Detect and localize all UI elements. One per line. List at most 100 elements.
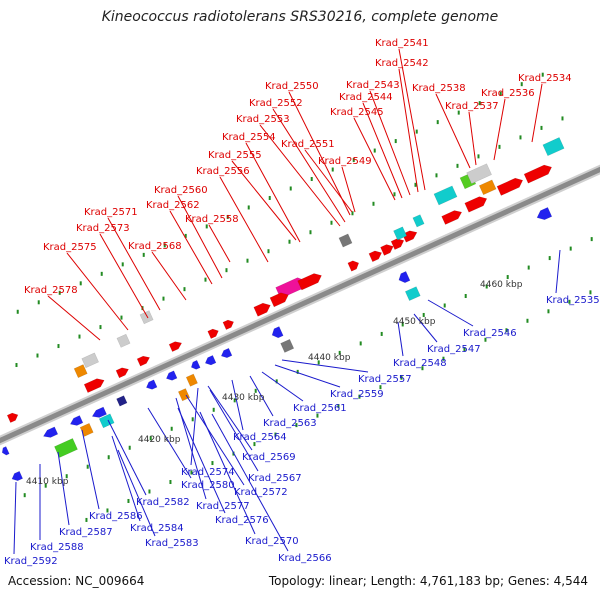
gene-shape	[116, 395, 128, 407]
leader-line	[398, 48, 426, 191]
gene-shape	[338, 233, 353, 248]
leader-line	[107, 217, 161, 311]
gene-shape	[166, 370, 178, 381]
tick-mark	[296, 369, 299, 374]
gene-shape	[347, 260, 360, 272]
tick-mark	[379, 385, 382, 390]
gene-shape	[433, 185, 458, 206]
gene-label-minus: Krad_2576	[215, 515, 269, 526]
tick-mark	[191, 417, 194, 422]
gene-shape	[393, 226, 408, 241]
tick-mark	[330, 220, 333, 225]
gene-shape	[91, 406, 107, 418]
gene-shape	[271, 326, 284, 339]
tick-mark	[541, 72, 544, 77]
leader-line	[147, 407, 192, 479]
leader-line	[117, 449, 156, 537]
chromosome-backbone	[0, 164, 600, 446]
gene-label-minus: Krad_2570	[245, 536, 299, 547]
tick-mark	[505, 328, 508, 333]
gene-label-minus: Krad_2557	[358, 374, 412, 385]
gene-label-minus: Krad_2586	[89, 511, 143, 522]
gene-block	[271, 326, 284, 339]
gene-block	[280, 338, 295, 353]
gene-label-plus: Krad_2543	[346, 80, 400, 91]
gene-shape	[464, 196, 488, 213]
leader-line	[435, 93, 471, 169]
tick-mark	[498, 144, 501, 149]
gene-shape	[253, 302, 271, 317]
tick-mark	[169, 480, 172, 485]
tick-mark	[548, 256, 551, 261]
gene-shape	[73, 364, 88, 379]
tick-mark	[520, 82, 523, 87]
tick-mark	[414, 182, 417, 187]
tick-mark	[477, 154, 480, 159]
tick-mark	[415, 129, 418, 134]
gene-shape	[404, 286, 421, 301]
gene-label-plus: Krad_2578	[24, 285, 78, 296]
tick-mark	[121, 262, 124, 267]
gene-label-minus: Krad_2563	[263, 418, 317, 429]
tick-mark	[190, 470, 193, 475]
gene-shape	[115, 367, 129, 379]
leader-line	[398, 68, 419, 193]
gene-block	[190, 359, 201, 370]
gene-block	[398, 271, 411, 284]
gene-label-plus: Krad_2551	[281, 139, 335, 150]
gene-shape	[81, 352, 99, 369]
tick-mark	[352, 158, 355, 163]
leader-line	[231, 379, 244, 431]
tick-mark	[338, 350, 341, 355]
gene-block	[368, 250, 383, 263]
tick-mark	[547, 309, 550, 314]
tick-mark	[289, 186, 292, 191]
scale-label: 4440 kbp	[308, 353, 351, 363]
tick-mark	[162, 296, 165, 301]
gene-block	[177, 388, 191, 402]
tick-mark	[275, 379, 278, 384]
leader-line	[99, 233, 149, 319]
scale-label: 4430 kbp	[222, 393, 265, 403]
gene-label-minus: Krad_2547	[427, 344, 481, 355]
tick-mark	[274, 432, 277, 437]
gene-label-plus: Krad_2554	[222, 132, 276, 143]
tick-mark	[310, 177, 313, 182]
label-leader-lines	[13, 48, 561, 555]
genome-stats-text: Topology: linear; Length: 4,761,183 bp; …	[268, 574, 588, 588]
tick-mark	[589, 290, 592, 295]
tick-mark	[457, 110, 460, 115]
tick-mark	[380, 331, 383, 336]
gene-label-minus: Krad_2584	[130, 523, 184, 534]
gene-block	[116, 333, 131, 348]
tick-mark	[526, 318, 529, 323]
gene-label-minus: Krad_2535	[546, 295, 600, 306]
gene-label-minus: Krad_2561	[293, 403, 347, 414]
gene-block	[466, 163, 492, 185]
tick-mark	[65, 474, 68, 479]
gene-shape	[79, 422, 94, 437]
gene-labels: Krad_2541 Krad_2542 Krad_2534 Krad_2550 Krad…	[4, 38, 600, 567]
gene-label-minus: Krad_2567	[248, 473, 302, 484]
gene-label-minus: Krad_2564	[233, 432, 287, 443]
gene-label-plus: Krad_2552	[249, 98, 303, 109]
leader-line	[207, 385, 253, 451]
tick-mark	[268, 195, 271, 200]
tick-mark	[317, 360, 320, 365]
gene-label-plus: Krad_2573	[76, 223, 130, 234]
tick-mark	[149, 436, 152, 441]
gene-block	[116, 395, 128, 407]
tick-mark	[163, 243, 166, 248]
leader-line	[274, 364, 341, 388]
tick-mark	[184, 233, 187, 238]
tick-mark	[205, 224, 208, 229]
gene-block	[207, 328, 219, 339]
gene-shape	[542, 137, 565, 157]
gene-block	[73, 364, 88, 379]
tick-marks	[15, 72, 593, 522]
leader-line	[208, 224, 231, 263]
leader-line	[353, 117, 396, 201]
gene-shape	[11, 470, 24, 482]
